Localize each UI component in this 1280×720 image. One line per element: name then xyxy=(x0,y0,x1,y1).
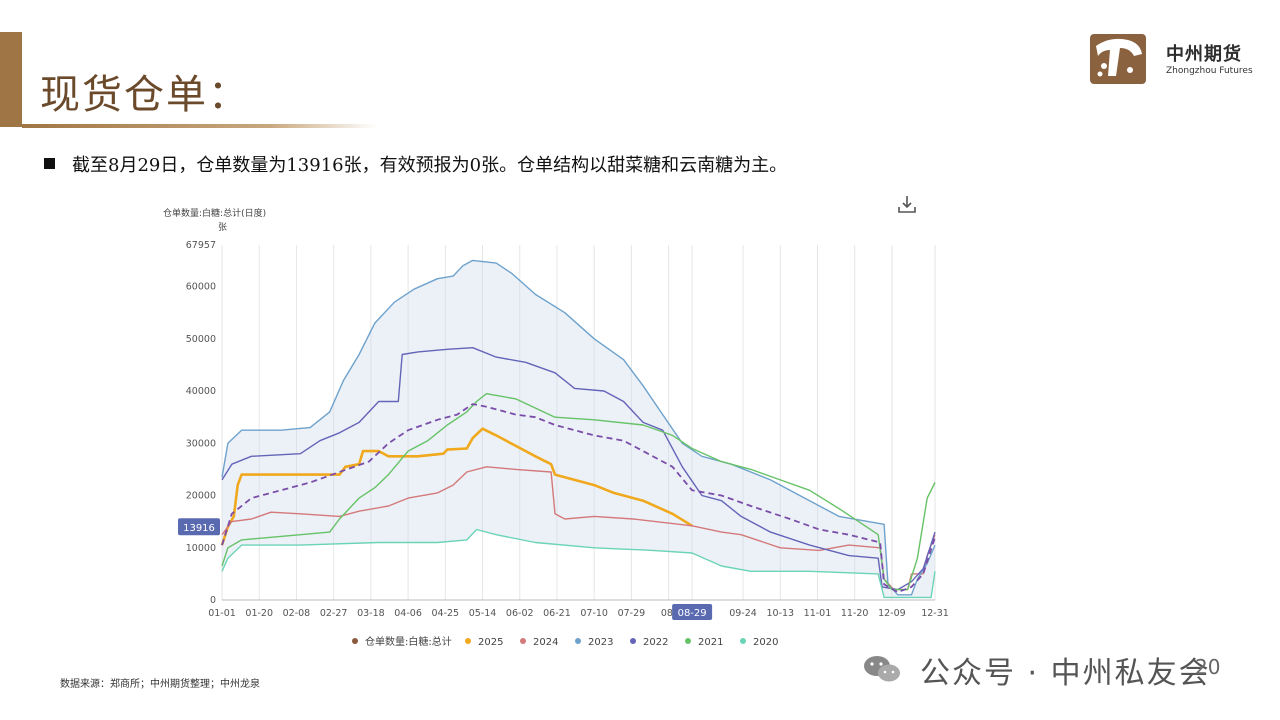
legend-marker xyxy=(465,638,471,644)
series-line-2022 xyxy=(221,346,936,591)
title-underline xyxy=(22,124,377,128)
x-tick-label: 02-08 xyxy=(283,608,311,619)
legend-marker xyxy=(575,638,581,644)
x-tick-label: 01-01 xyxy=(208,608,236,619)
x-tick-label: 03-18 xyxy=(357,608,385,619)
series-line-仓单数量:白糖:总计 xyxy=(221,403,936,594)
wechat-account-label: 公众号 · 中州私友会 xyxy=(920,656,1211,691)
y-tick-label: 60000 xyxy=(186,282,216,293)
series-line-2025 xyxy=(220,427,693,546)
x-tick-label: 01-20 xyxy=(245,608,273,619)
y-axis-unit: 张 xyxy=(218,222,227,233)
legend-label: 2025 xyxy=(478,637,503,648)
current-value-badge xyxy=(178,518,220,536)
legend-marker xyxy=(685,638,691,644)
series-line-2023 xyxy=(221,259,936,596)
y-tick-label: 0 xyxy=(210,595,216,606)
bullet-square xyxy=(44,158,55,169)
y-tick-label: 67957 xyxy=(186,240,216,251)
legend-marker xyxy=(630,638,636,644)
legend-label: 2021 xyxy=(698,637,723,648)
x-tick-label: 07-29 xyxy=(618,608,646,619)
data-source-note: 数据来源：郑商所；中州期货整理；中州龙泉 xyxy=(60,679,260,690)
legend-marker xyxy=(352,638,358,644)
bullet-text: 截至8月29日，仓单数量为13916张，有效预报为0张。仓单结构以甜菜糖和云南糖… xyxy=(72,155,788,176)
legend-label: 2022 xyxy=(643,637,668,648)
y-tick-label: 10000 xyxy=(186,543,216,554)
download-icon[interactable] xyxy=(898,196,916,213)
x-tick-label: 04-06 xyxy=(394,608,422,619)
y-tick-label: 40000 xyxy=(186,386,216,397)
page-title: 现货仓单： xyxy=(40,72,250,118)
chart-series-title: 仓单数量:白糖:总计(日度) xyxy=(163,207,266,219)
company-logo: 中州期货 Zhongzhou Futures xyxy=(1086,30,1256,88)
warehouse-receipt-chart: 仓单数量:白糖:总计(日度) 张 01-01 01-20 02-08 02-27 03-… xyxy=(163,196,949,648)
wechat-watermark: 公众号 · 中州私友会 xyxy=(862,648,1242,691)
x-tick-label: 07-10 xyxy=(580,608,608,619)
title-accent-bar xyxy=(0,32,22,127)
x-tick-label: 11-20 xyxy=(841,608,869,619)
x-tick-label: 12-09 xyxy=(878,608,906,619)
legend-label: 2020 xyxy=(753,637,778,648)
current-date-label: 08-29 xyxy=(678,608,707,619)
current-value-label: 13916 xyxy=(183,523,215,534)
logo-name-cn: 中州期货 xyxy=(1166,44,1242,65)
page-number: 20 xyxy=(1195,655,1221,679)
series-line-2020 xyxy=(221,528,936,599)
x-tick-label: 12-31 xyxy=(921,608,949,619)
wechat-icon xyxy=(864,656,900,682)
logo-name-en: Zhongzhou Futures xyxy=(1166,66,1253,76)
x-tick-label: 10-13 xyxy=(766,608,794,619)
legend-label: 仓单数量:白糖:总计 xyxy=(365,635,452,648)
x-tick-label: 02-27 xyxy=(320,608,348,619)
x-tick-label: 08- xyxy=(661,608,677,619)
x-tick-label: 09-24 xyxy=(729,608,757,619)
legend-label: 2023 xyxy=(588,637,613,648)
legend-marker xyxy=(740,638,746,644)
current-date-badge xyxy=(672,604,713,620)
leopard-logo-icon xyxy=(1090,34,1146,84)
legend-label: 2024 xyxy=(533,637,558,648)
series-line-2021 xyxy=(221,392,936,591)
x-tick-label: 06-02 xyxy=(506,608,534,619)
x-tick-label: 11-01 xyxy=(804,608,832,619)
y-tick-label: 30000 xyxy=(186,438,216,449)
x-tick-label: 04-25 xyxy=(431,608,459,619)
y-tick-label: 20000 xyxy=(186,491,216,502)
y-tick-label: 50000 xyxy=(186,334,216,345)
x-tick-label: 06-21 xyxy=(543,608,571,619)
range-band xyxy=(222,260,935,598)
x-tick-label: 05-14 xyxy=(469,608,497,619)
legend-marker xyxy=(520,638,526,644)
